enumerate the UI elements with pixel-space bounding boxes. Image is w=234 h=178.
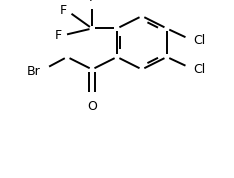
Text: Br: Br (27, 65, 40, 78)
Text: F: F (55, 29, 62, 42)
Text: Cl: Cl (194, 63, 206, 76)
Text: O: O (87, 100, 97, 113)
Text: F: F (60, 4, 67, 17)
Text: Cl: Cl (194, 34, 206, 48)
Text: F: F (88, 0, 96, 4)
